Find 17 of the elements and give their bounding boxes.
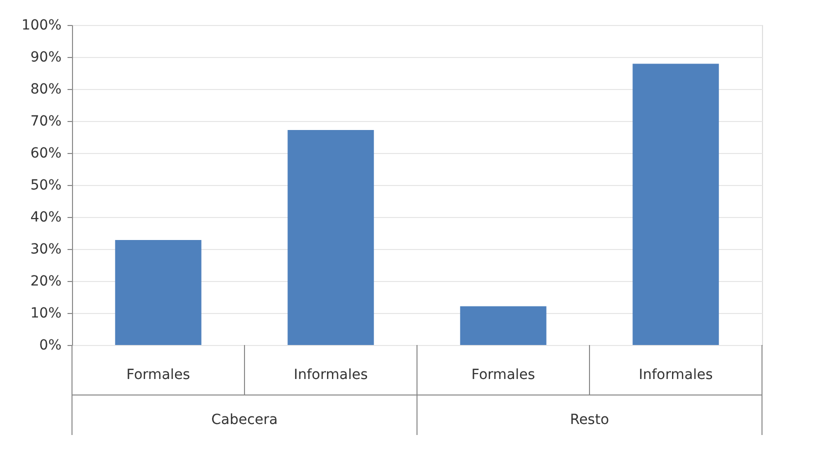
y-tick-label: 90% [30,50,62,66]
y-tick-label: 60% [30,146,62,162]
text: Resto [570,412,610,428]
x-tick-label: Formales [126,367,190,383]
y-tick-label: 50% [30,178,62,194]
x-tick-label: Informales [638,367,713,383]
y-tick-label: 20% [30,274,62,290]
y-tick-label: 10% [30,306,62,322]
y-tick-label: 80% [30,82,62,98]
y-tick-label: 100% [21,18,62,34]
y-tick-label: 70% [30,114,62,130]
text: Cabecera [211,412,278,428]
y-tick-label: 40% [30,210,62,226]
x-tick-label: Formales [471,367,536,383]
y-tick-label: 30% [30,242,62,258]
x-tick-label: Informales [294,367,368,383]
y-tick-label: 0% [39,338,62,354]
